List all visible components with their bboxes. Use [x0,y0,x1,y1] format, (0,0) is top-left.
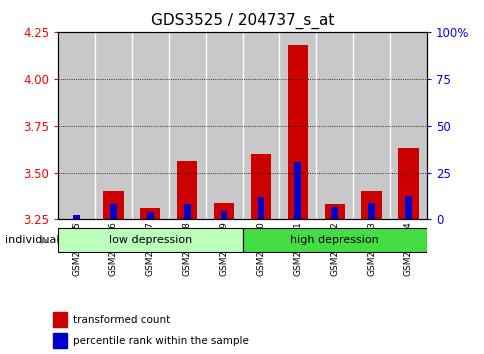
Bar [220,211,227,219]
Bar [58,32,95,219]
Bar [367,202,374,219]
Bar [132,32,168,219]
Bar [168,32,205,219]
Text: low depression: low depression [108,235,192,245]
FancyBboxPatch shape [58,228,242,252]
Bar [352,32,389,219]
Text: transformed count: transformed count [73,315,170,325]
Bar [404,196,411,219]
Bar [177,161,197,219]
Bar [140,208,160,219]
Bar [279,32,316,219]
Bar [287,45,307,219]
Bar [257,197,264,219]
Bar [53,333,67,348]
Bar [183,204,190,219]
Bar [53,312,67,327]
Text: ▶: ▶ [41,235,48,245]
Title: GDS3525 / 204737_s_at: GDS3525 / 204737_s_at [151,13,333,29]
Bar [389,32,426,219]
Bar [73,215,80,219]
Bar [324,205,344,219]
Bar [361,192,381,219]
Text: percentile rank within the sample: percentile rank within the sample [73,336,249,346]
Bar [213,202,234,219]
Bar [331,207,337,219]
Bar [242,32,279,219]
Bar [103,192,123,219]
Bar [316,32,352,219]
Bar [205,32,242,219]
Bar [66,218,87,219]
Text: high depression: high depression [290,235,378,245]
Bar [110,205,117,219]
Bar [147,212,153,219]
Text: individual: individual [5,235,59,245]
Bar [250,154,271,219]
Bar [397,148,418,219]
Bar [294,162,301,219]
FancyBboxPatch shape [242,228,426,252]
Bar [95,32,132,219]
